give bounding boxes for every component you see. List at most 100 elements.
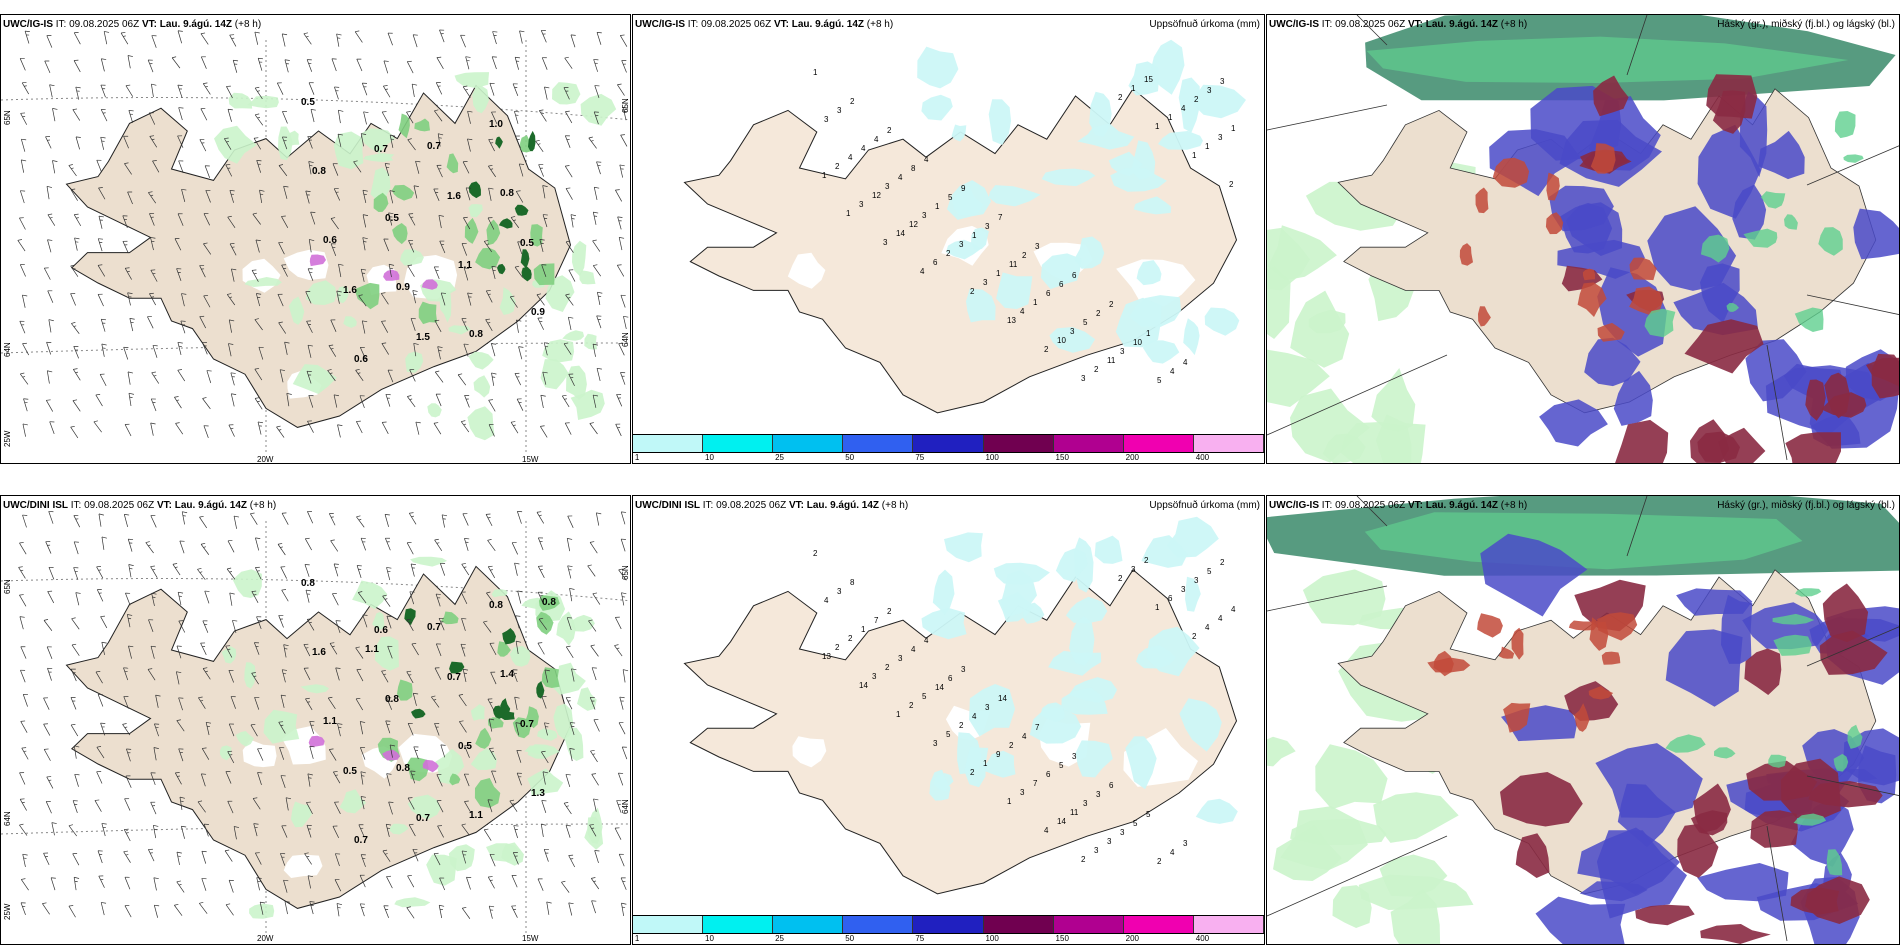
low-cloud [1629, 257, 1657, 281]
wind-barb [564, 422, 572, 435]
wind-barb [463, 267, 470, 281]
wind-barb [380, 292, 389, 305]
mid-cloud [1577, 827, 1680, 895]
precip-value: 1 [935, 202, 940, 211]
wind-barb [387, 645, 393, 659]
wind-barb [436, 774, 443, 787]
precip-area [1179, 698, 1222, 752]
wind-barb [596, 161, 602, 175]
wind-barb [593, 111, 599, 125]
precip-area [1142, 340, 1180, 364]
precip-value: 3 [1218, 133, 1223, 142]
precip-area [373, 192, 389, 212]
precip-area [1040, 253, 1082, 290]
wind-barb [306, 370, 312, 384]
precip-value: 6 [1046, 289, 1051, 298]
wind-barb [150, 565, 158, 578]
precip-area [473, 375, 491, 398]
precip-area [944, 532, 983, 563]
precip-area [1185, 576, 1201, 612]
wind-barb [155, 694, 161, 708]
wind-barb [22, 342, 30, 356]
wind-barb [96, 746, 105, 759]
wind-barb [19, 58, 26, 71]
wind-barb [537, 878, 544, 891]
panel-header: UWC/DINI ISL IT: 09.08.2025 06Z VT: Lau.… [3, 500, 277, 511]
precip-value: 1 [1155, 122, 1160, 131]
wind-barb [172, 563, 181, 576]
wind-barb [98, 187, 106, 200]
heavy-precip-area [521, 266, 532, 282]
wind-barb [259, 901, 266, 915]
precip-value: 3 [985, 222, 990, 231]
wind-barb [406, 111, 414, 124]
latitude-line [1, 97, 630, 121]
precip-area [363, 153, 395, 163]
wind-barb [21, 138, 27, 152]
wind-barb [281, 33, 288, 47]
precip-value-label: 0.7 [520, 719, 534, 730]
wind-barb [257, 421, 263, 435]
wind-barb [276, 82, 284, 95]
wind-barb [68, 824, 77, 837]
high-cloud [1773, 634, 1812, 656]
low-cloud [1700, 924, 1771, 944]
wind-barb [487, 876, 495, 889]
low-cloud [1677, 824, 1719, 878]
precip-value-label: 0.8 [312, 166, 326, 177]
precip-value: 7 [1033, 779, 1038, 788]
precip-value: 2 [970, 287, 975, 296]
precip-value: 1 [1007, 797, 1012, 806]
precip-value: 2 [1144, 556, 1149, 565]
wind-barb [46, 186, 53, 200]
wind-barb [176, 880, 185, 893]
precip-colorbar-labels: 1 10 25 50 75 100 150 200 400 [633, 934, 1264, 944]
wind-barb [178, 697, 184, 711]
precip-area [448, 844, 475, 872]
glacier [787, 252, 826, 289]
wind-barb [336, 33, 342, 47]
wind-barb [386, 773, 392, 787]
precip-area [219, 745, 232, 761]
precip-area [418, 301, 438, 325]
wind-barb [310, 211, 316, 225]
intense-precip-area [422, 759, 439, 773]
precip-value: 1 [1155, 603, 1160, 612]
precip-value: 3 [859, 200, 864, 209]
wind-barb [178, 748, 184, 762]
boundary-line [1267, 835, 1448, 917]
wind-barb [303, 667, 311, 681]
lon-label-20w: 20W [257, 455, 274, 464]
precip-value: 4 [1170, 367, 1175, 376]
accumulated-precip-map: 2824314736532374634535454131442633234225… [683, 516, 1238, 895]
wind-barb [308, 239, 315, 253]
wind-barb [100, 318, 107, 332]
low-cloud [1750, 810, 1798, 848]
high-cloud [1834, 111, 1856, 139]
wind-barb [232, 59, 239, 73]
precip-value-label: 0.8 [396, 763, 410, 774]
wind-barb [488, 424, 495, 437]
wind-barb [542, 771, 548, 785]
boundary-line [1806, 626, 1899, 667]
precip-value: 4 [1183, 358, 1188, 367]
precip-value-label: 1.1 [365, 644, 379, 655]
wind-barb [68, 905, 76, 918]
wind-barb [180, 320, 186, 334]
wind-barb [331, 58, 337, 72]
precip-value: 7 [998, 213, 1003, 222]
precip-value: 5 [1207, 567, 1212, 576]
wind-barb [148, 112, 156, 125]
mid-cloud [1549, 185, 1614, 232]
precip-area [290, 801, 312, 828]
wind-barb [383, 238, 390, 252]
lat-label-64n: 64N [3, 342, 12, 357]
precip-area [441, 611, 459, 625]
precip-value-label: 1.1 [323, 716, 337, 727]
heavy-precip-area [514, 204, 529, 216]
panel-header: UWC/IG-IS IT: 09.08.2025 06Z VT: Lau. 9.… [1269, 19, 1528, 30]
heavy-precip-area [449, 661, 465, 674]
wind-barb [467, 138, 473, 152]
wind-barb [563, 87, 570, 100]
colorbar-swatch [1193, 916, 1264, 933]
